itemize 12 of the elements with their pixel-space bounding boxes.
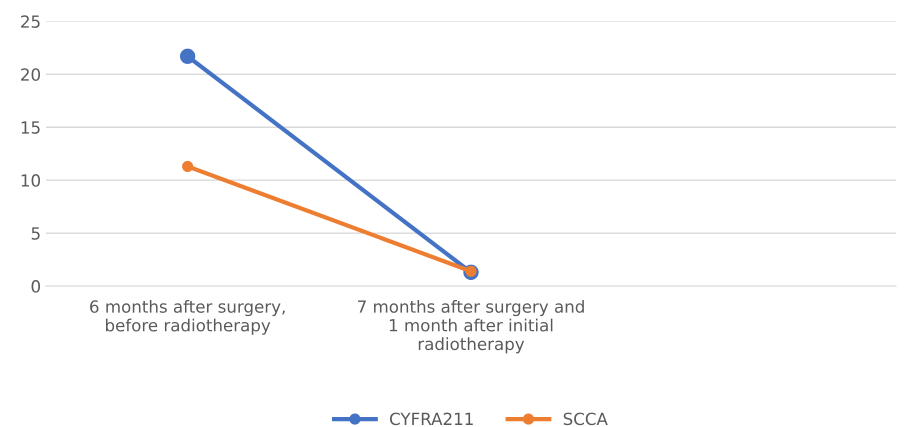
y-tick-label: 0 — [32, 280, 40, 293]
legend-label: CYFRA211 — [390, 412, 473, 426]
x-tick-label: 7 months after surgery and 1 month after initial radiotherapy — [358, 300, 584, 354]
y-tick-label: 20 — [21, 68, 40, 81]
y-tick-label: 25 — [21, 15, 40, 28]
x-tick-label: 6 months after surgery, before radiotherapy — [90, 300, 285, 335]
point — [180, 48, 196, 64]
y-tick-label: 10 — [22, 174, 40, 187]
point — [182, 160, 194, 172]
y-tick-label: 5 — [32, 227, 40, 240]
legend-label: SCCA — [564, 412, 608, 426]
y-tick-label: 15 — [22, 121, 40, 134]
